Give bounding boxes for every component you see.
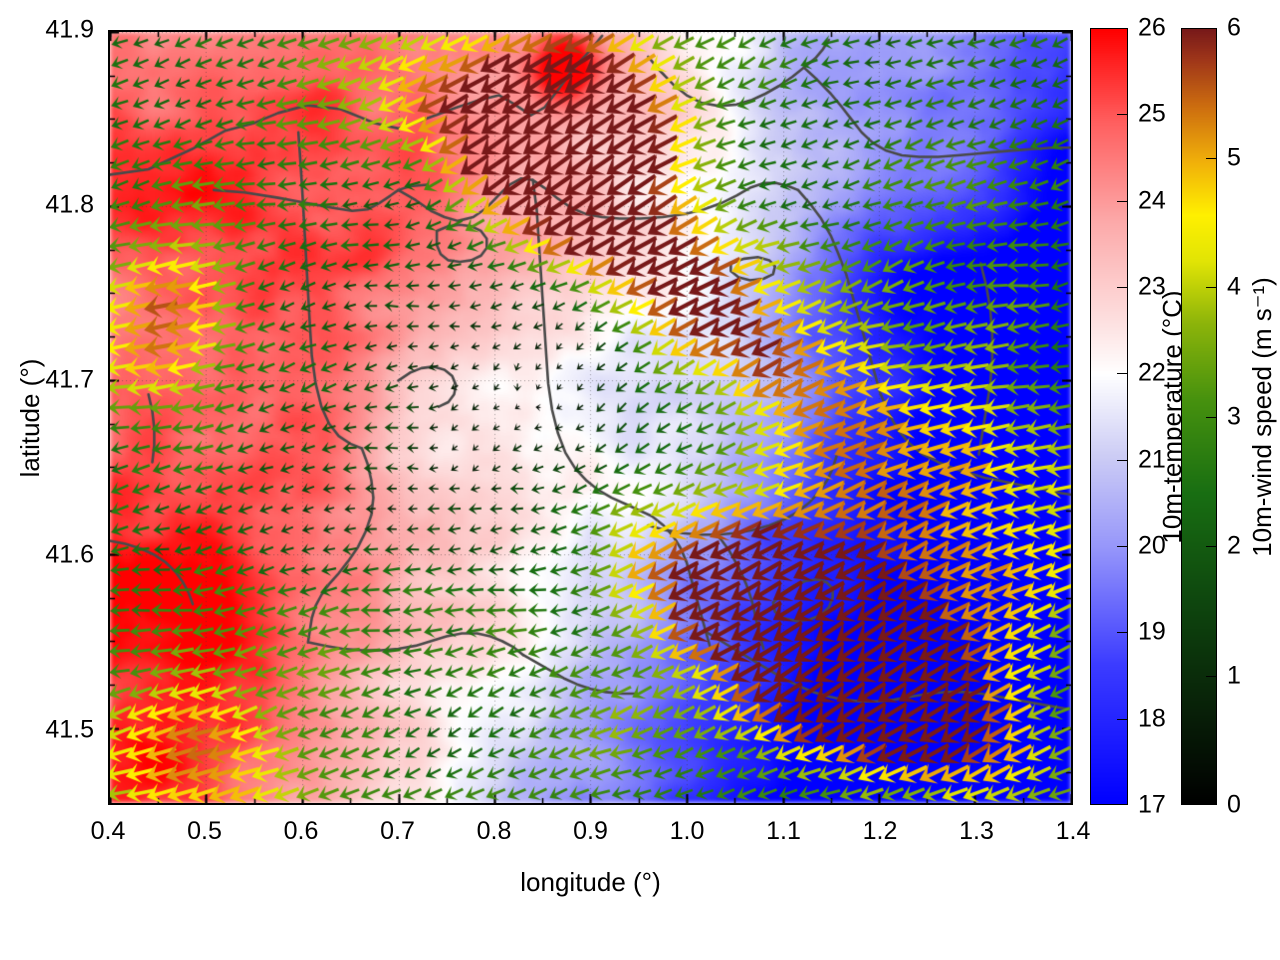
wind-speed-colorbar-tick-label: 4 xyxy=(1227,272,1241,301)
wind-speed-colorbar-tick-label: 3 xyxy=(1227,402,1241,430)
temperature-colorbar[interactable] xyxy=(1090,28,1128,805)
temperature-colorbar-tick-mark xyxy=(1117,287,1127,288)
temperature-colorbar-tick-label: 25 xyxy=(1138,99,1166,128)
wind-speed-colorbar-tick-label: 5 xyxy=(1227,143,1241,171)
wind-speed-colorbar-tick-mark xyxy=(1206,546,1216,547)
temperature-colorbar-tick-mark xyxy=(1117,546,1127,547)
y-tick-label: 41.8 xyxy=(45,190,94,219)
wind-speed-colorbar-tick-label: 2 xyxy=(1227,531,1241,560)
wind-speed-colorbar-tick-label: 0 xyxy=(1227,790,1241,819)
x-tick-label: 0.5 xyxy=(187,817,222,845)
x-tick-label: 1.4 xyxy=(1055,817,1091,845)
y-tick-label: 41.9 xyxy=(45,15,94,44)
temperature-colorbar-tick-label: 23 xyxy=(1138,272,1166,301)
map-plot-area[interactable] xyxy=(108,30,1073,805)
temperature-colorbar-tick-mark xyxy=(1117,200,1127,202)
x-tick-label: 0.9 xyxy=(573,817,608,845)
temperature-colorbar-tick-label: 22 xyxy=(1138,358,1166,387)
temperature-colorbar-tick-label: 19 xyxy=(1138,617,1166,646)
wind-speed-colorbar-tick-mark xyxy=(1206,416,1216,418)
x-tick-label: 0.8 xyxy=(476,817,512,845)
temperature-colorbar-tick-mark xyxy=(1117,718,1127,720)
x-tick-label: 1.3 xyxy=(959,817,994,845)
x-tick-label: 1.2 xyxy=(862,817,898,845)
wind-speed-colorbar-tick-mark xyxy=(1206,675,1216,677)
wind-vector-layer xyxy=(110,32,1071,803)
y-axis-label: latitude (°) xyxy=(15,358,45,477)
x-tick-label: 0.7 xyxy=(380,817,415,845)
wind-speed-colorbar-tick-mark xyxy=(1206,287,1216,288)
x-tick-label: 1.1 xyxy=(766,817,801,845)
y-tick-label: 41.7 xyxy=(45,365,94,394)
temperature-colorbar-tick-mark xyxy=(1117,373,1127,375)
wind-speed-colorbar-label: 10m-wind speed (m s⁻¹) xyxy=(1247,276,1277,557)
wind-speed-colorbar-tick-label: 6 xyxy=(1227,13,1241,42)
temperature-colorbar-tick-mark xyxy=(1117,459,1127,461)
y-tick-label: 41.6 xyxy=(45,540,94,569)
temperature-colorbar-tick-mark xyxy=(1117,114,1127,116)
x-tick-label: 0.4 xyxy=(90,817,126,845)
y-tick-label: 41.5 xyxy=(45,715,94,744)
wind-speed-colorbar-tick-label: 1 xyxy=(1227,661,1241,689)
temperature-colorbar-tick-label: 26 xyxy=(1138,13,1166,42)
x-tick-label: 0.6 xyxy=(283,817,319,845)
x-tick-label: 1.0 xyxy=(669,817,705,845)
temperature-colorbar-tick-label: 20 xyxy=(1138,531,1166,560)
temperature-colorbar-tick-mark xyxy=(1117,632,1127,634)
temperature-colorbar-tick-label: 17 xyxy=(1138,790,1166,819)
temperature-colorbar-tick-label: 21 xyxy=(1138,445,1166,474)
wind-speed-colorbar-tick-mark xyxy=(1206,157,1216,159)
temperature-colorbar-tick-label: 24 xyxy=(1138,186,1166,215)
temperature-colorbar-tick-label: 18 xyxy=(1138,704,1166,733)
x-axis-label: longitude (°) xyxy=(520,867,661,897)
